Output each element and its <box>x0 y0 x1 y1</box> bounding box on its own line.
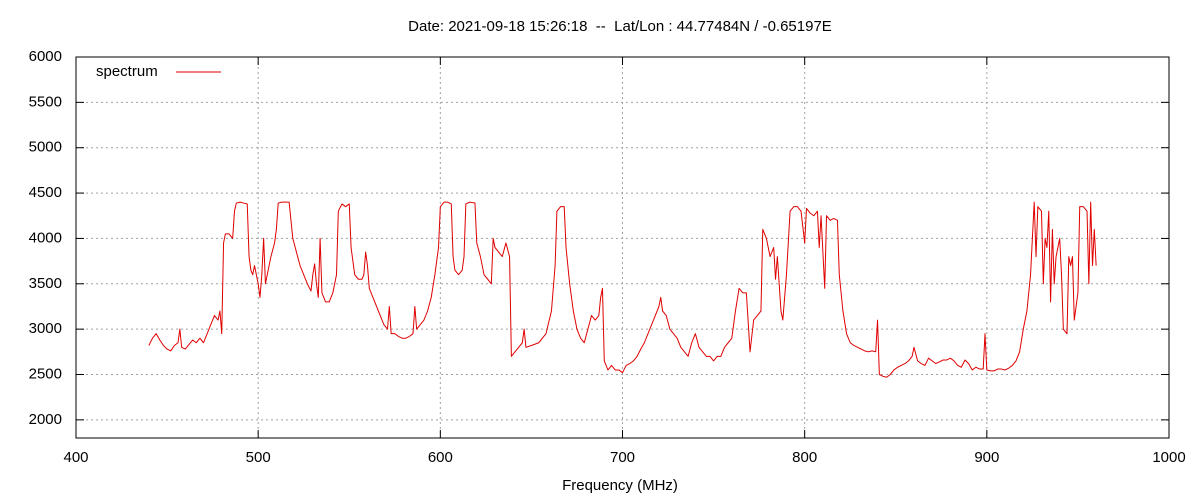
x-axis-label: Frequency (MHz) <box>562 477 678 494</box>
legend-label: spectrum <box>96 63 158 80</box>
y-tick-label: 3500 <box>29 275 62 292</box>
y-tick-label: 5000 <box>29 139 62 156</box>
y-tick-label: 5500 <box>29 93 62 110</box>
x-tick-label: 500 <box>246 449 271 466</box>
y-tick-label: 2500 <box>29 365 62 382</box>
x-tick-label: 400 <box>63 449 88 466</box>
y-tick-label: 6000 <box>29 48 62 65</box>
chart-title: Date: 2021-09-18 15:26:18 -- Lat/Lon : 4… <box>408 18 832 35</box>
y-tick-label: 4500 <box>29 184 62 201</box>
x-tick-label: 600 <box>428 449 453 466</box>
x-tick-label: 1000 <box>1152 449 1185 466</box>
y-tick-label: 2000 <box>29 411 62 428</box>
y-tick-label: 4000 <box>29 229 62 246</box>
x-tick-label: 700 <box>610 449 635 466</box>
x-tick-label: 800 <box>792 449 817 466</box>
y-tick-label: 3000 <box>29 320 62 337</box>
series-line <box>148 201 1097 378</box>
plot-frame <box>75 56 1170 439</box>
x-tick-label: 900 <box>974 449 999 466</box>
